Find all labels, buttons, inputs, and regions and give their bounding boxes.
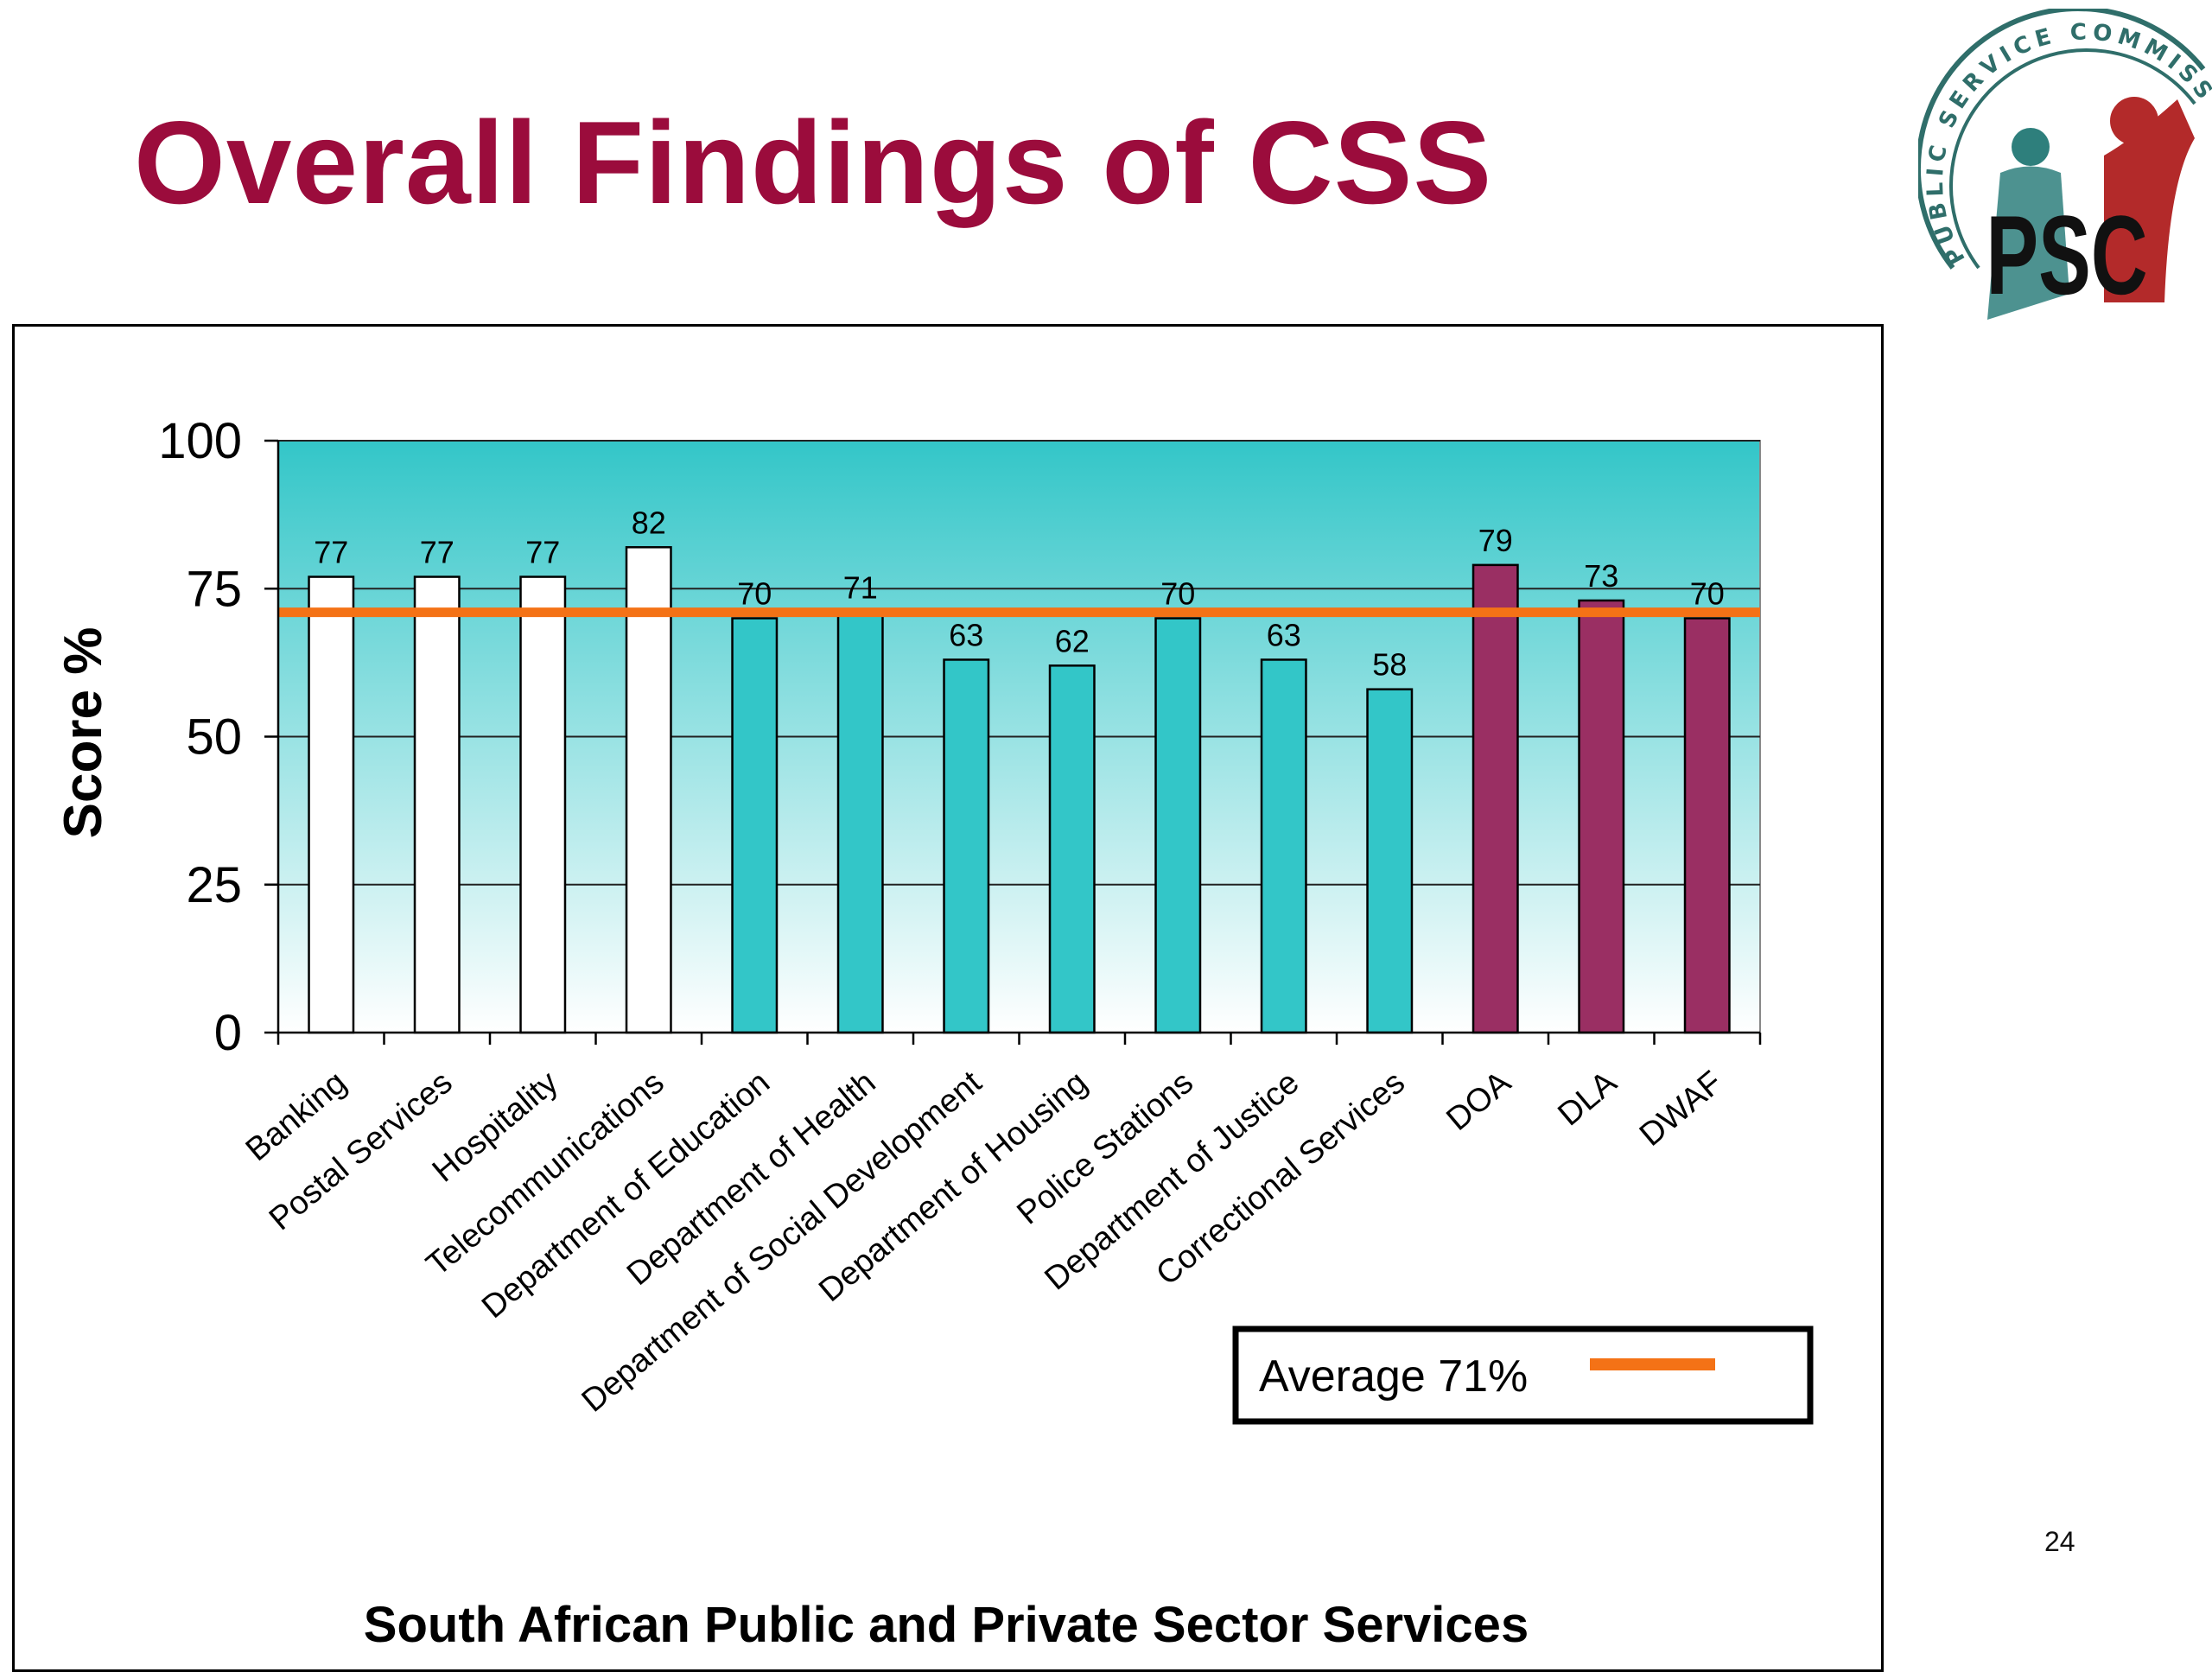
logo-figure-teal-head: [2012, 128, 2050, 166]
page-number: 24: [2044, 1526, 2075, 1557]
bar: [1154, 617, 1202, 1034]
data-label: 62: [1055, 623, 1090, 658]
data-label: 63: [949, 617, 983, 652]
bar: [625, 546, 672, 1034]
bar: [731, 617, 779, 1034]
bar: [1683, 617, 1731, 1034]
x-tick-label: Postal Services: [263, 1065, 460, 1238]
psc-logo: PUBLIC SERVICE COMMISSION PSC: [1918, 9, 2212, 320]
logo-letters: PSC: [1986, 192, 2147, 318]
data-label: 79: [1478, 523, 1513, 558]
data-label: 77: [525, 535, 560, 570]
slide-title: Overall Findings of CSS: [134, 97, 1493, 228]
logo-figure-teal: [1987, 166, 2069, 320]
legend-label: Average 71%: [1259, 1351, 1528, 1402]
bar: [1471, 563, 1519, 1034]
data-label: 71: [843, 570, 878, 606]
logo-inner-ring: [1948, 48, 2196, 270]
logo-ring: [1918, 9, 2206, 270]
x-axis-label: South African Public and Private Sector …: [364, 1597, 1529, 1653]
y-tick-label: 25: [186, 857, 242, 913]
y-tick-label: 50: [186, 709, 242, 766]
bar: [1260, 658, 1307, 1034]
data-label: 58: [1372, 647, 1407, 683]
bar: [519, 575, 567, 1034]
data-label: 63: [1267, 617, 1301, 652]
data-label: 77: [314, 535, 348, 570]
x-tick-label: Police Stations: [1010, 1065, 1200, 1232]
x-tick-label: DOA: [1440, 1064, 1518, 1138]
legend-box: [1232, 1326, 1814, 1425]
logo-figure-red: [2104, 99, 2195, 302]
y-axis-label: Score %: [54, 627, 113, 839]
y-tick-label: 100: [158, 413, 242, 469]
bar: [1578, 599, 1625, 1034]
y-tick-label: 0: [214, 1005, 242, 1061]
x-tick-label: DLA: [1551, 1064, 1624, 1133]
y-tick-label: 75: [186, 561, 242, 617]
bar: [943, 658, 990, 1034]
data-label: 77: [420, 535, 454, 570]
legend: Average 71%: [1232, 1326, 1814, 1425]
bar: [836, 611, 884, 1034]
chart-frame: 77 77 77 82 70 71 63 62 70 63 58 79 73 70 0 25 50 75 100 …: [12, 324, 1884, 1672]
data-label: 70: [1690, 576, 1725, 612]
bar: [1048, 664, 1096, 1034]
bar: [413, 575, 461, 1034]
data-label: 82: [632, 505, 666, 540]
data-label: 70: [1160, 576, 1195, 612]
x-tick-label: DWAF: [1633, 1065, 1730, 1154]
bar: [308, 575, 355, 1034]
bar: [1366, 688, 1414, 1034]
data-label: 70: [737, 576, 772, 612]
data-label: 73: [1584, 558, 1618, 594]
